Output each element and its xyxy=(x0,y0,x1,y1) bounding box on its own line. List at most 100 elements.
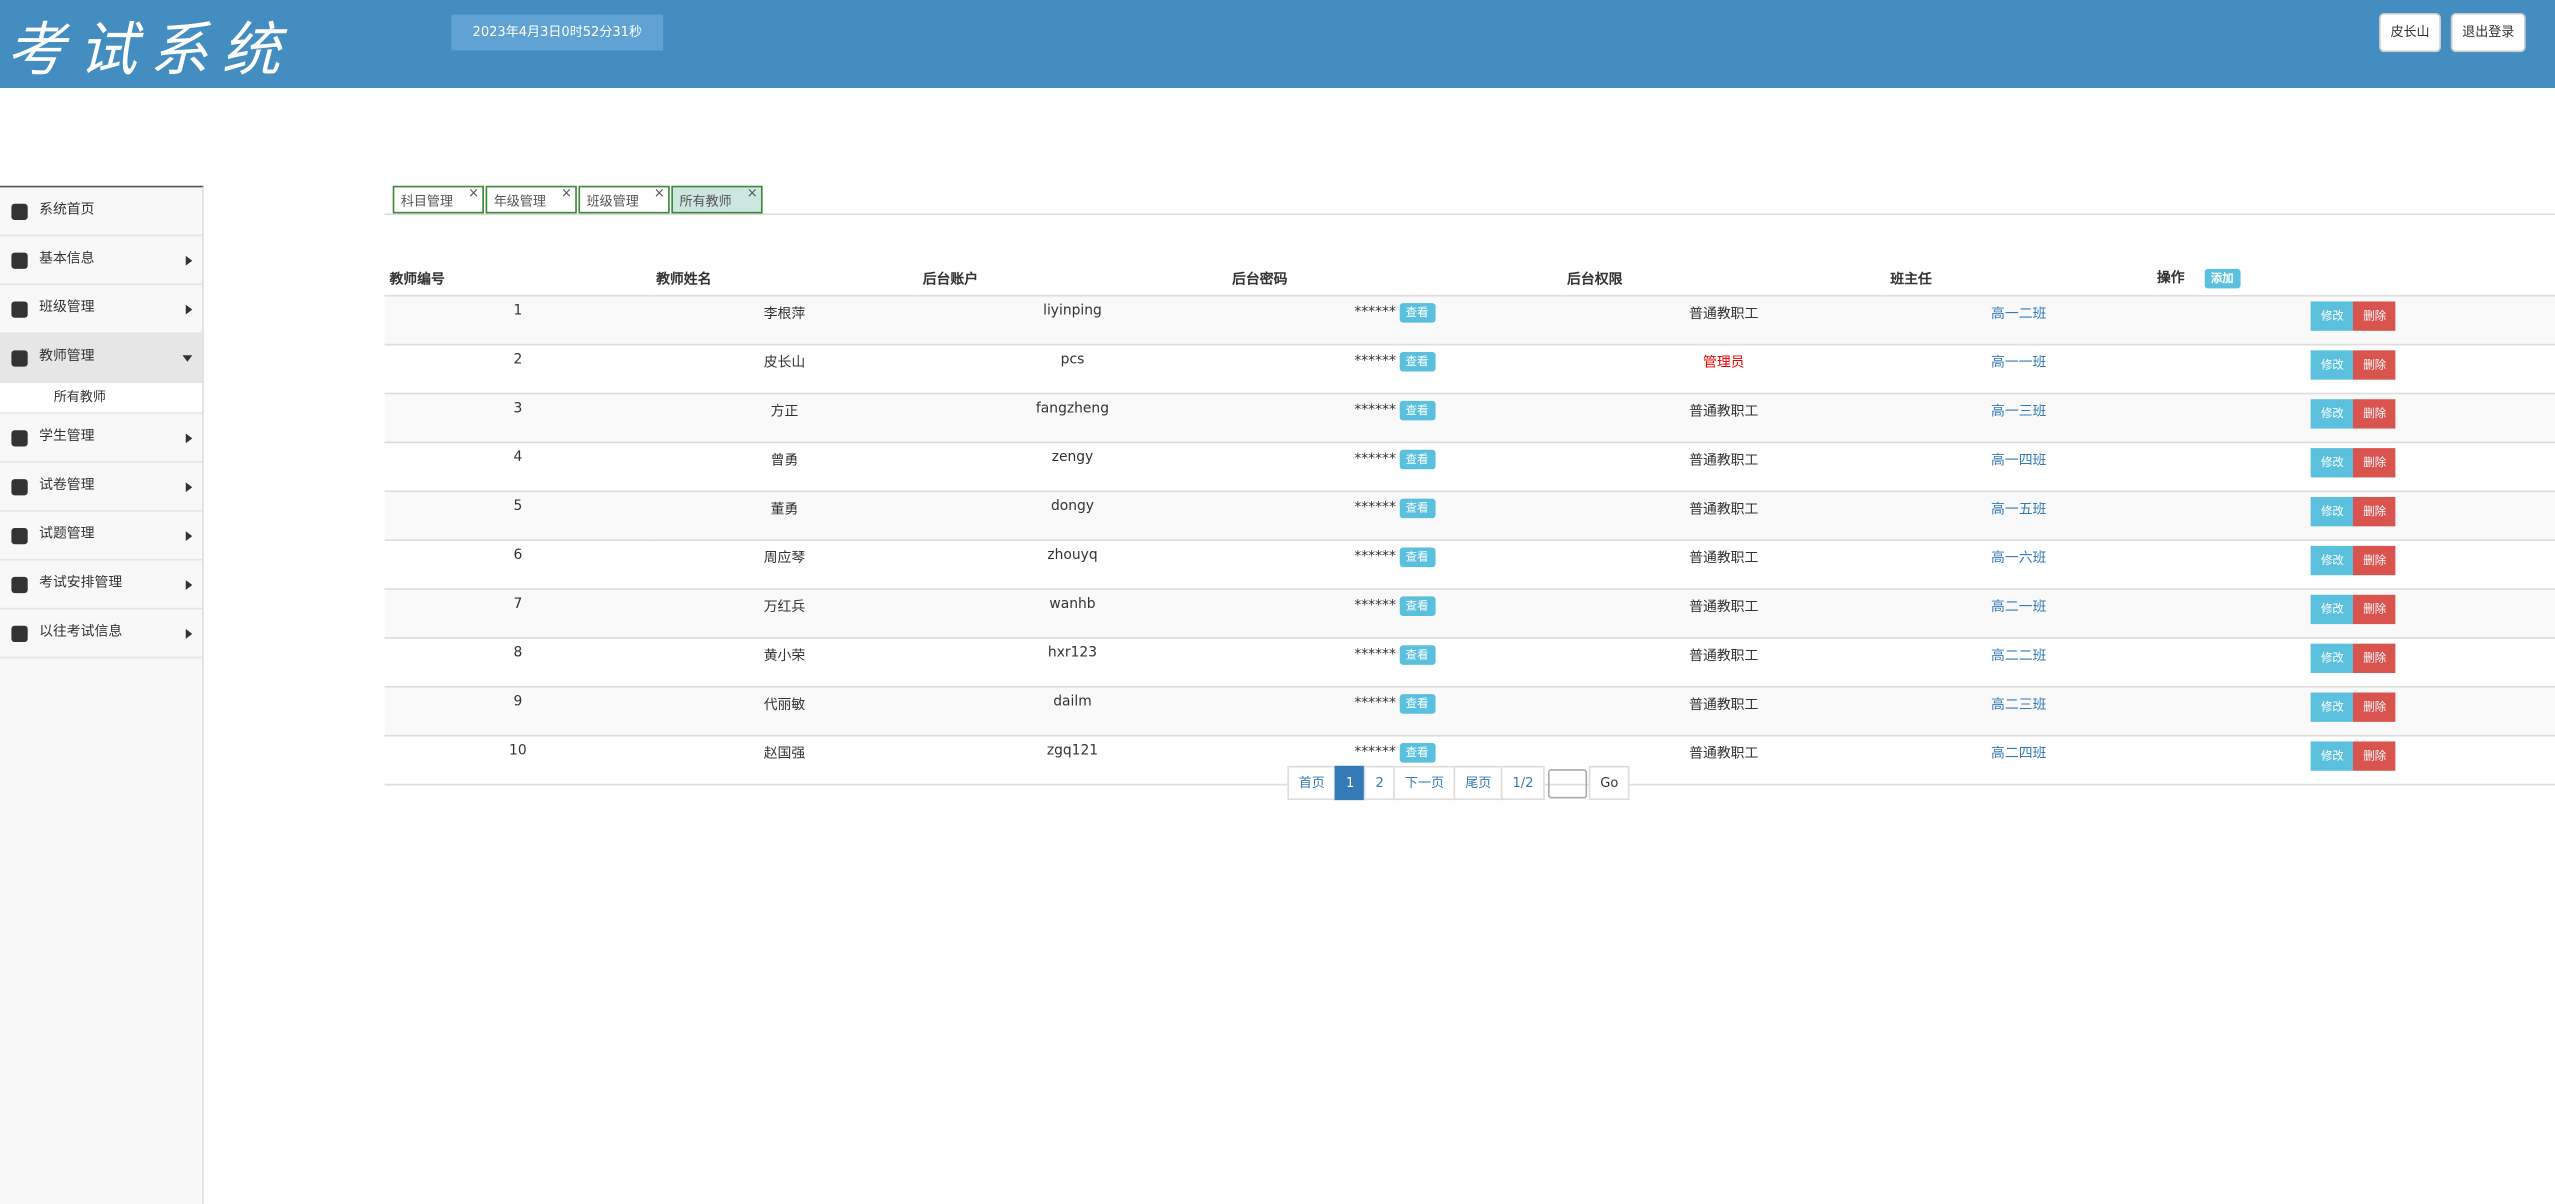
table-row: 5 董勇 dongy ****** 查看 普通教职工 高一五班 修改 删除 xyxy=(384,491,2555,541)
class-link[interactable]: 高一六班 xyxy=(1990,550,2047,568)
cell: ****** 查看 xyxy=(1227,344,1563,395)
page-next[interactable]: 下一页 xyxy=(1393,765,1456,801)
delete-button[interactable]: 删除 xyxy=(2353,448,2396,478)
tab-label: 班级管理 xyxy=(586,193,639,209)
delete-button[interactable]: 删除 xyxy=(2353,594,2396,625)
submenu-item[interactable]: 所有教师 xyxy=(0,382,203,414)
tab[interactable]: 班级管理 × xyxy=(578,185,670,214)
tab-close[interactable]: × xyxy=(653,185,665,201)
menu-label: 系统首页 xyxy=(39,202,95,219)
cell: 高一六班 xyxy=(1885,540,2153,590)
view-button[interactable]: 查看 xyxy=(1399,596,1435,616)
tab[interactable]: 年级管理 × xyxy=(485,185,577,214)
cell: 高一一班 xyxy=(1885,344,2153,395)
menu-item[interactable]: 试题管理 xyxy=(0,512,203,561)
add-button[interactable]: 添加 xyxy=(2204,268,2241,289)
user-button[interactable]: 皮长山 xyxy=(2379,13,2441,53)
delete-button[interactable]: 删除 xyxy=(2353,496,2396,527)
class-link[interactable]: 高二四班 xyxy=(1990,746,2047,763)
edit-button[interactable]: 修改 xyxy=(2311,496,2354,527)
page-number[interactable]: 2 xyxy=(1364,765,1396,801)
tab-close[interactable]: × xyxy=(468,185,480,201)
edit-button[interactable]: 修改 xyxy=(2311,594,2354,625)
cell: 5 xyxy=(384,491,652,541)
menu-item[interactable]: 班级管理 xyxy=(0,285,203,335)
class-link[interactable]: 高二一班 xyxy=(1990,599,2047,616)
view-button[interactable]: 查看 xyxy=(1399,498,1435,519)
edit-button[interactable]: 修改 xyxy=(2311,741,2354,771)
delete-button[interactable]: 删除 xyxy=(2353,692,2396,722)
delete-button[interactable]: 删除 xyxy=(2353,301,2396,331)
delete-button[interactable]: 删除 xyxy=(2353,545,2396,576)
cell: 7 xyxy=(384,589,652,639)
edit-button[interactable]: 修改 xyxy=(2311,643,2354,673)
view-button[interactable]: 查看 xyxy=(1399,694,1435,714)
view-button[interactable]: 查看 xyxy=(1399,351,1435,372)
menu-item[interactable]: 以往考试信息 xyxy=(0,609,203,659)
role: 普通教职工 xyxy=(1689,501,1759,519)
menu-item[interactable]: 教师管理 xyxy=(0,334,203,383)
menu-item[interactable]: 学生管理 xyxy=(0,414,203,463)
password: ****** xyxy=(1354,402,1396,419)
menu-arrow xyxy=(182,355,193,362)
edit-button[interactable]: 修改 xyxy=(2311,692,2354,722)
tab[interactable]: 科目管理 × xyxy=(392,185,484,214)
tab-close[interactable]: × xyxy=(561,185,572,201)
view-button[interactable]: 查看 xyxy=(1399,449,1435,470)
edit-button[interactable]: 修改 xyxy=(2311,350,2354,380)
cell: 3 xyxy=(384,393,652,444)
view-button[interactable]: 查看 xyxy=(1399,400,1435,421)
class-link[interactable]: 高一三班 xyxy=(1990,404,2047,421)
cell: zgq121 xyxy=(917,735,1228,786)
view-button[interactable]: 查看 xyxy=(1399,303,1435,323)
menu-arrow xyxy=(185,531,193,541)
menu-icon xyxy=(11,625,28,643)
edit-button[interactable]: 修改 xyxy=(2311,399,2354,429)
cell: 普通教职工 xyxy=(1562,686,1886,737)
class-link[interactable]: 高一五班 xyxy=(1990,501,2047,519)
cell: fangzheng xyxy=(917,393,1228,444)
class-link[interactable]: 高一四班 xyxy=(1990,453,2047,470)
delete-button[interactable]: 删除 xyxy=(2353,741,2396,771)
page-last[interactable]: 尾页 xyxy=(1453,765,1503,801)
column-header: 后台权限 xyxy=(1562,260,1886,297)
logout-button[interactable]: 退出登录 xyxy=(2450,13,2526,53)
edit-button[interactable]: 修改 xyxy=(2311,545,2354,576)
delete-button[interactable]: 删除 xyxy=(2353,350,2396,380)
class-link[interactable]: 高一二班 xyxy=(1990,306,2047,323)
go-button[interactable]: Go xyxy=(1588,765,1630,801)
menu-item[interactable]: 考试安排管理 xyxy=(0,561,203,610)
table-row: 6 周应琴 zhouyq ****** 查看 普通教职工 高一六班 修改 删除 xyxy=(384,540,2555,590)
cell-text: 4 xyxy=(513,449,523,467)
menu-item[interactable]: 试卷管理 xyxy=(0,463,203,512)
page-number[interactable]: 1 xyxy=(1334,765,1366,801)
cell-text: fangzheng xyxy=(1035,400,1110,418)
class-link[interactable]: 高二二班 xyxy=(1990,648,2047,665)
cell: ****** 查看 xyxy=(1227,442,1563,493)
page-input[interactable] xyxy=(1548,768,1588,798)
menu-label: 考试安排管理 xyxy=(39,575,123,592)
edit-button[interactable]: 修改 xyxy=(2311,448,2354,478)
tab-close[interactable]: × xyxy=(746,185,758,201)
class-link[interactable]: 高一一班 xyxy=(1990,355,2047,372)
menu-item[interactable]: 系统首页 xyxy=(0,187,203,237)
view-button[interactable]: 查看 xyxy=(1399,743,1435,763)
class-link[interactable]: 高二三班 xyxy=(1990,697,2047,714)
tab[interactable]: 所有教师 × xyxy=(671,185,763,214)
cell: wanhb xyxy=(917,589,1228,639)
header-label: 后台权限 xyxy=(1567,271,1623,288)
page-first[interactable]: 首页 xyxy=(1287,765,1337,801)
role: 普通教职工 xyxy=(1689,648,1759,665)
view-button[interactable]: 查看 xyxy=(1399,547,1435,568)
view-button[interactable]: 查看 xyxy=(1399,645,1435,665)
edit-button[interactable]: 修改 xyxy=(2311,301,2354,331)
table-row: 1 李根萍 liyinping ****** 查看 普通教职工 高一二班 修改 删除 xyxy=(384,295,2555,346)
cell-text: hxr123 xyxy=(1047,645,1098,662)
cell: 普通教职工 xyxy=(1562,491,1886,541)
delete-button[interactable]: 删除 xyxy=(2353,643,2396,673)
delete-button[interactable]: 删除 xyxy=(2353,399,2396,429)
cell-text: dailm xyxy=(1053,694,1092,711)
cell-text: 9 xyxy=(513,694,523,711)
menu-item[interactable]: 基本信息 xyxy=(0,236,203,286)
